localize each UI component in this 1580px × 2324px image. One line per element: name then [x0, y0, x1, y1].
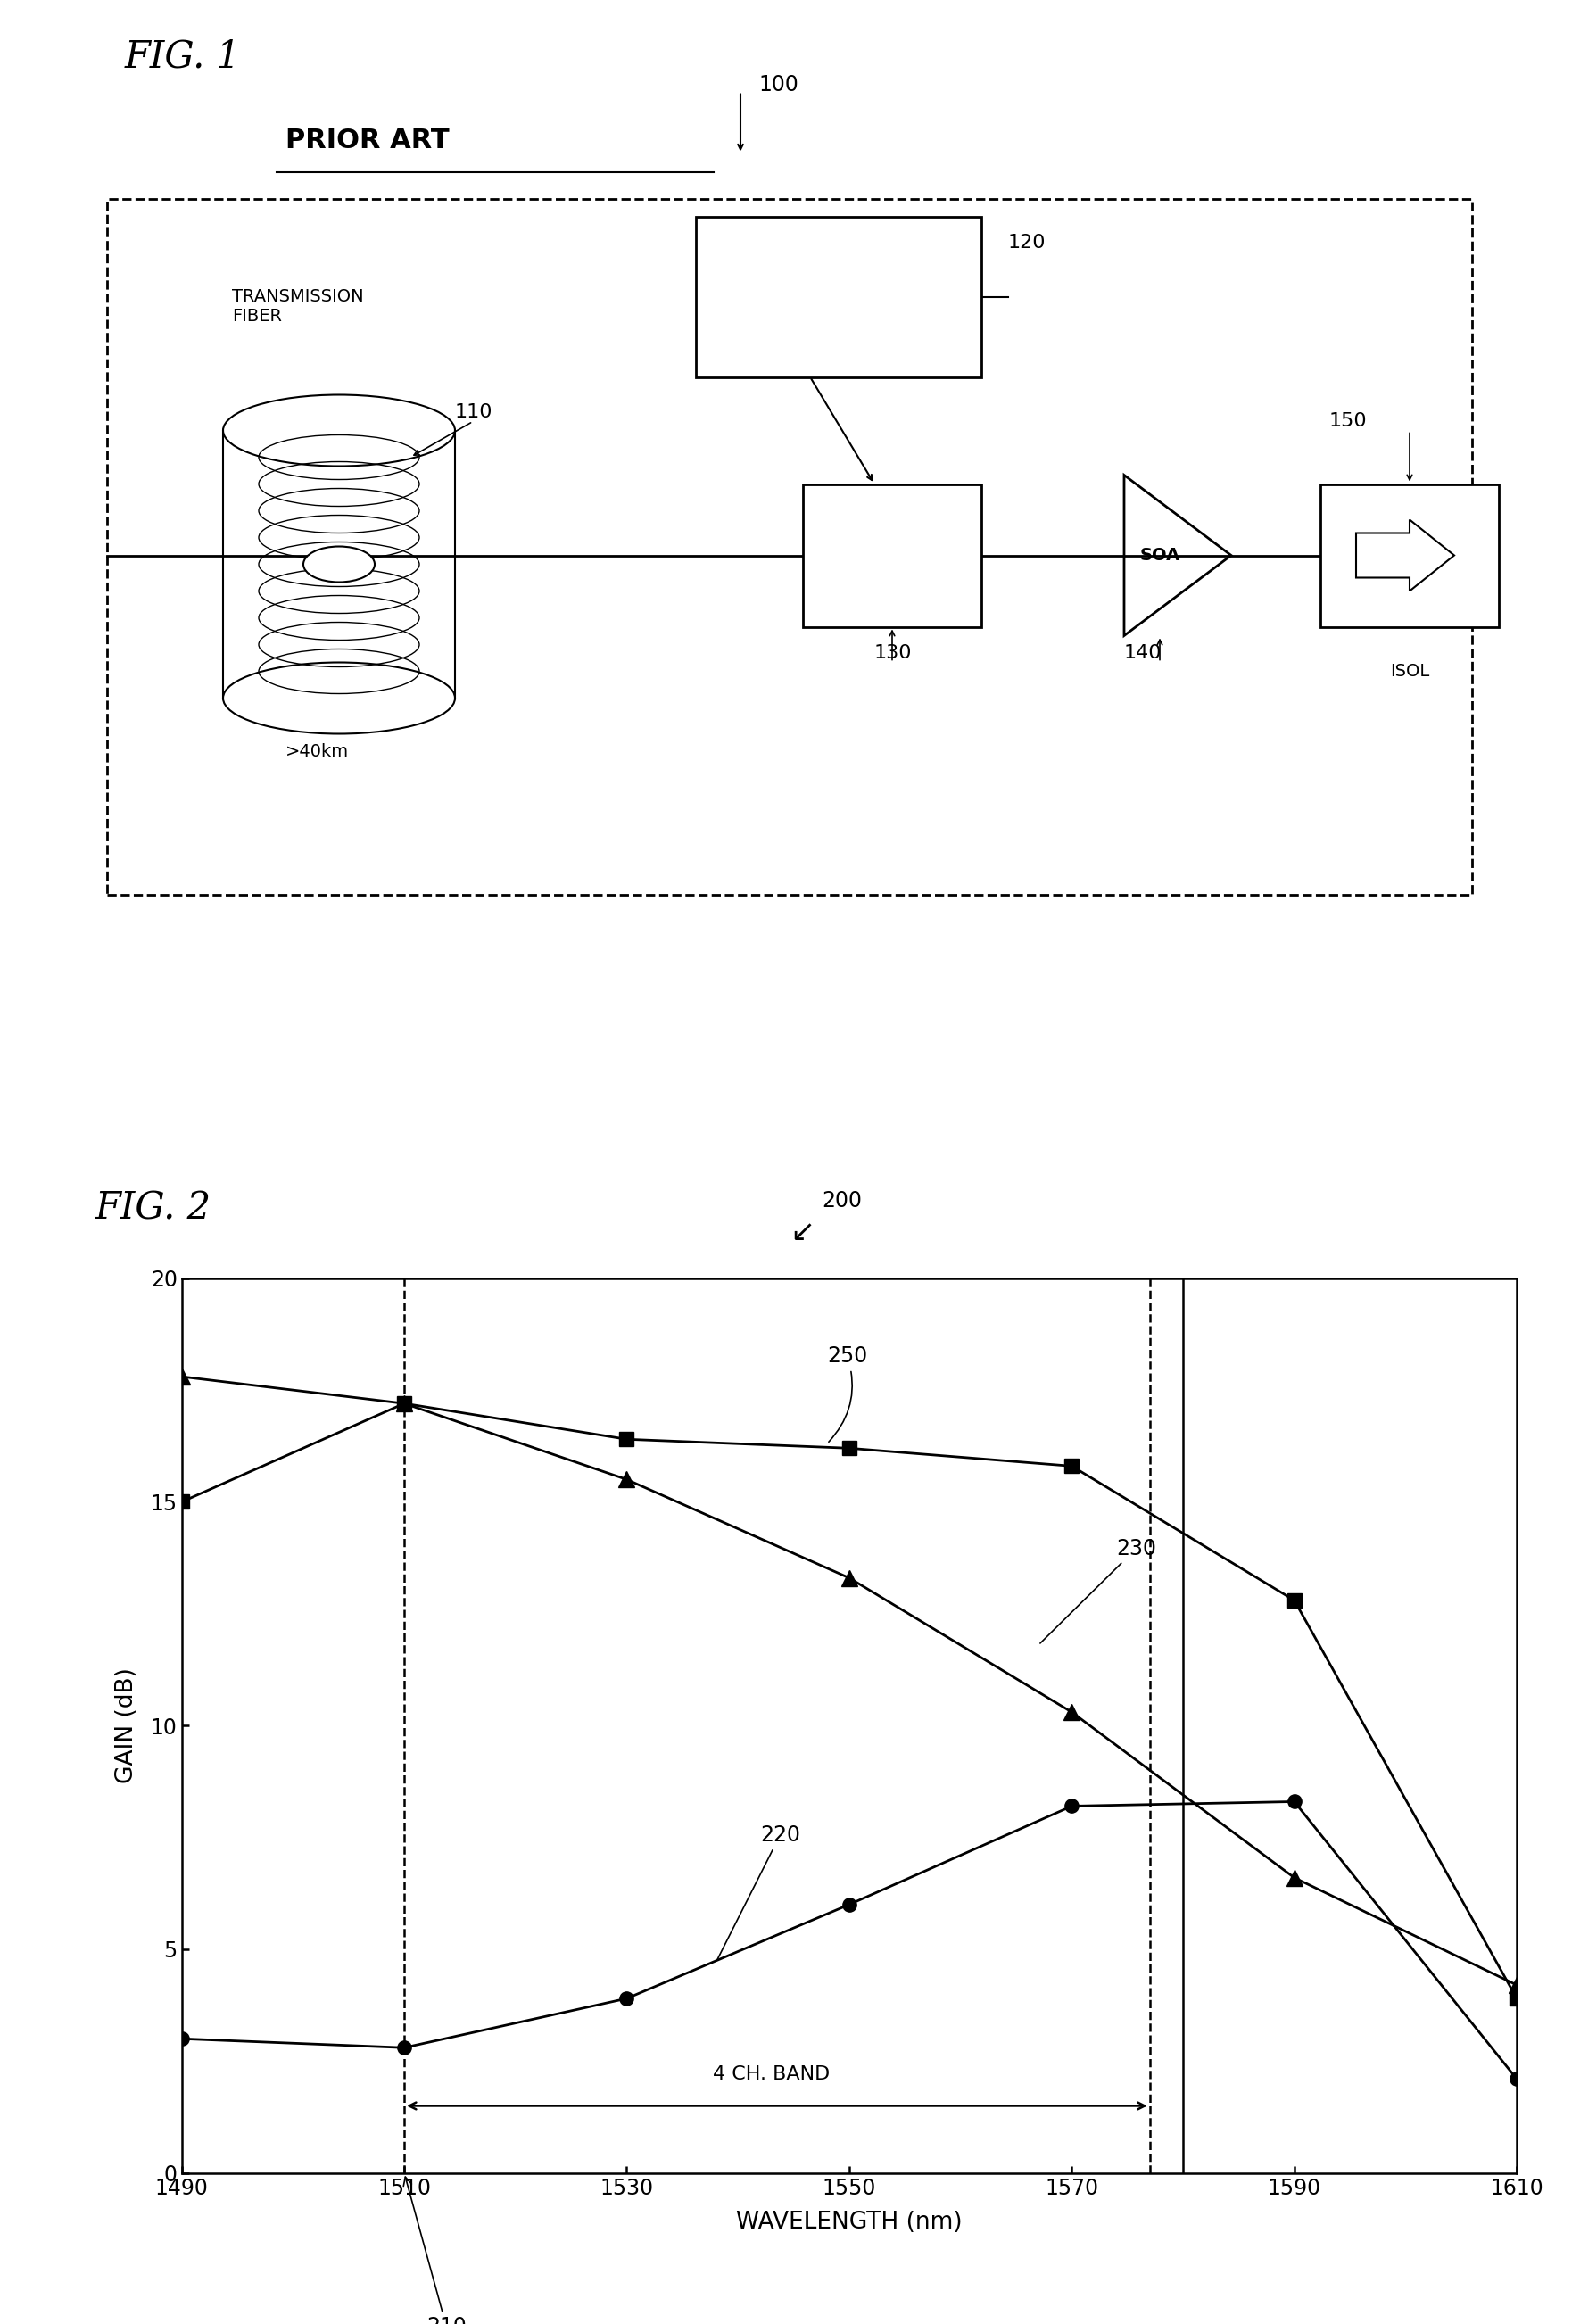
- Text: 4 CH. BAND: 4 CH. BAND: [713, 2066, 830, 2082]
- Text: PRIOR ART: PRIOR ART: [286, 128, 449, 153]
- Bar: [1321, 483, 1499, 627]
- Text: TRANSMISSION
FIBER: TRANSMISSION FIBER: [232, 288, 363, 325]
- Text: 120: 120: [1008, 235, 1046, 251]
- Bar: [695, 216, 981, 376]
- Text: SOA: SOA: [1139, 546, 1180, 565]
- X-axis label: WAVELENGTH (nm): WAVELENGTH (nm): [736, 2210, 962, 2233]
- Ellipse shape: [303, 546, 374, 581]
- Text: WDM: WDM: [863, 546, 921, 565]
- Text: FIG. 2: FIG. 2: [95, 1190, 210, 1227]
- FancyArrow shape: [1356, 521, 1454, 590]
- Text: ISOL: ISOL: [1390, 662, 1430, 679]
- Text: 150: 150: [1329, 414, 1367, 430]
- Text: 210: 210: [403, 2178, 466, 2324]
- Text: 1475-nm
PUMP LASER: 1475-nm PUMP LASER: [788, 279, 890, 314]
- Y-axis label: GAIN (dB): GAIN (dB): [115, 1669, 137, 1783]
- Text: 220: 220: [717, 1824, 801, 1961]
- Text: 230: 230: [1040, 1538, 1157, 1643]
- Bar: [803, 483, 981, 627]
- Text: 130: 130: [874, 644, 912, 662]
- Text: 100: 100: [758, 74, 798, 95]
- Text: ↙: ↙: [790, 1218, 815, 1248]
- Text: 140: 140: [1123, 644, 1161, 662]
- Text: 110: 110: [455, 404, 493, 421]
- Text: 200: 200: [822, 1190, 861, 1211]
- Text: 250: 250: [826, 1346, 867, 1441]
- Text: FIG. 1: FIG. 1: [125, 37, 242, 74]
- Text: >40km: >40km: [286, 744, 349, 760]
- Bar: [107, 198, 1473, 895]
